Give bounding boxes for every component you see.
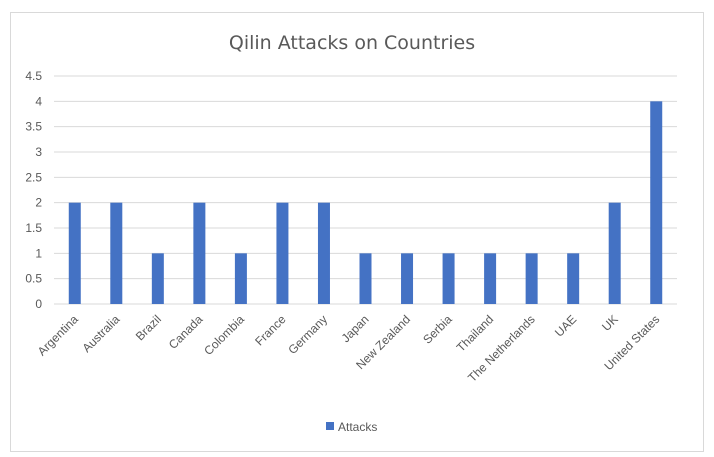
bar [359, 253, 372, 304]
bar [401, 253, 414, 304]
bar [317, 202, 330, 304]
y-tick-label: 1.5 [25, 221, 42, 235]
y-tick-label: 1 [35, 246, 42, 260]
bar [110, 202, 123, 304]
y-tick-label: 2.5 [25, 170, 42, 184]
chart-title: Qilin Attacks on Countries [229, 32, 475, 54]
bar [525, 253, 538, 304]
x-tick-label: France [252, 312, 289, 349]
x-tick-label: Australia [80, 312, 123, 355]
x-tick-label: Thailand [454, 312, 496, 354]
y-tick-label: 3 [35, 145, 42, 159]
y-tick-label: 0 [35, 297, 42, 311]
y-tick-label: 4.5 [25, 69, 42, 83]
bar [442, 253, 455, 304]
bars [68, 101, 663, 304]
x-tick-label: Canada [166, 312, 206, 352]
bar [151, 253, 164, 304]
bar [567, 253, 580, 304]
y-tick-label: 3.5 [25, 120, 42, 134]
legend: Attacks [326, 420, 377, 434]
bar [193, 202, 206, 304]
y-axis-ticks: 0 0.5 1 1.5 2 2.5 3 3.5 4 4.5 [25, 69, 42, 311]
x-tick-label: UK [599, 312, 621, 334]
x-tick-label: Germany [285, 312, 330, 357]
y-tick-label: 2 [35, 196, 42, 210]
bar [234, 253, 247, 304]
bar [68, 202, 81, 304]
x-tick-label: Argentina [35, 312, 81, 358]
chart-frame [10, 12, 704, 452]
bar [608, 202, 621, 304]
x-tick-label: Japan [339, 312, 372, 345]
x-tick-label: Serbia [420, 312, 455, 347]
legend-swatch [326, 422, 334, 430]
legend-label: Attacks [338, 420, 377, 434]
y-tick-label: 0.5 [25, 272, 42, 286]
x-tick-label: Brazil [133, 312, 164, 343]
x-tick-label: Colombia [201, 312, 247, 358]
bar [484, 253, 497, 304]
bar [650, 101, 663, 304]
x-tick-label: UAE [552, 312, 579, 339]
bar [276, 202, 289, 304]
y-tick-label: 4 [35, 94, 42, 108]
